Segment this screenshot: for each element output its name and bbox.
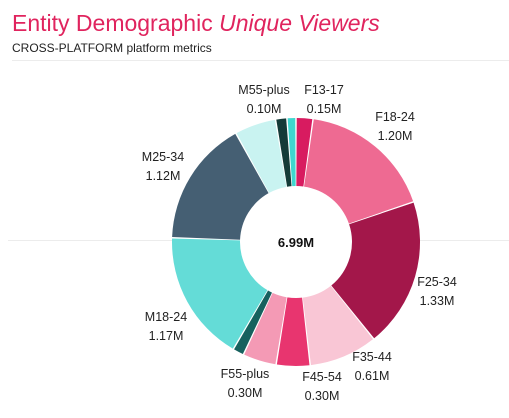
chart-header: Entity Demographic Unique Viewers CROSS-… — [12, 8, 380, 56]
slice-label-value: 0.10M — [247, 102, 282, 116]
slice-labels: F13-17 0.15M F18-24 1.20M F25-34 1.33M F35-44 0… — [142, 83, 457, 403]
slice-label-value: 0.61M — [355, 369, 390, 383]
header-divider — [12, 60, 509, 61]
slice-label-m18-24: M18-24 1.17M — [145, 310, 187, 343]
slice-label-value: 0.30M — [228, 386, 263, 400]
slice-label-f18-24: F18-24 1.20M — [375, 110, 415, 143]
donut-slices — [172, 118, 420, 366]
slice-label-name: F45-54 — [302, 370, 342, 384]
slice-label-name: F13-17 — [304, 83, 344, 97]
slice-label-value: 1.20M — [378, 129, 413, 143]
slice-label-f25-34: F25-34 1.33M — [417, 275, 457, 308]
slice-label-name: F55-plus — [221, 367, 270, 381]
chart-title: Entity Demographic Unique Viewers — [12, 8, 380, 38]
slice-label-name: F18-24 — [375, 110, 415, 124]
slice-f18-24[interactable] — [304, 119, 414, 224]
center-total-label: 6.99M — [278, 235, 314, 250]
slice-m45-54[interactable] — [287, 118, 296, 187]
slice-label-name: F25-34 — [417, 275, 457, 289]
slice-f35-44[interactable] — [302, 285, 374, 366]
title-emphasis: Unique Viewers — [219, 10, 380, 36]
slice-label-f13-17: F13-17 0.15M — [304, 83, 344, 116]
slice-label-value: 0.15M — [307, 102, 342, 116]
slice-label-m25-34: M25-34 1.12M — [142, 150, 184, 183]
slice-f25-34[interactable] — [331, 202, 420, 339]
slice-label-m55-plus: M55-plus 0.10M — [238, 83, 289, 116]
chart-subtitle: CROSS-PLATFORM platform metrics — [12, 41, 212, 55]
slice-m25-34[interactable] — [172, 133, 269, 240]
slice-label-value: 1.17M — [149, 329, 184, 343]
title-main: Entity Demographic — [12, 10, 213, 36]
right-divider — [420, 240, 509, 241]
slice-f45-54[interactable] — [276, 297, 310, 366]
slice-label-name: M55-plus — [238, 83, 289, 97]
slice-f13-17[interactable] — [296, 118, 313, 187]
slice-m18-24[interactable] — [172, 238, 268, 349]
slice-m35-44[interactable] — [236, 119, 287, 193]
slice-label-value: 1.33M — [420, 294, 455, 308]
slice-label-f55-plus: F55-plus 0.30M — [221, 367, 270, 400]
slice-label-value: 1.12M — [146, 169, 181, 183]
left-divider — [8, 240, 178, 241]
slice-m13-17[interactable] — [234, 290, 272, 355]
slice-f55-plus[interactable] — [244, 292, 287, 365]
slice-label-f35-44: F35-44 0.61M — [352, 350, 392, 383]
slice-m55-plus[interactable] — [276, 118, 292, 187]
slice-label-f45-54: F45-54 0.30M — [302, 370, 342, 403]
slice-label-name: F35-44 — [352, 350, 392, 364]
slice-label-name: M25-34 — [142, 150, 184, 164]
slice-label-name: M18-24 — [145, 310, 187, 324]
slice-label-value: 0.30M — [305, 389, 340, 403]
